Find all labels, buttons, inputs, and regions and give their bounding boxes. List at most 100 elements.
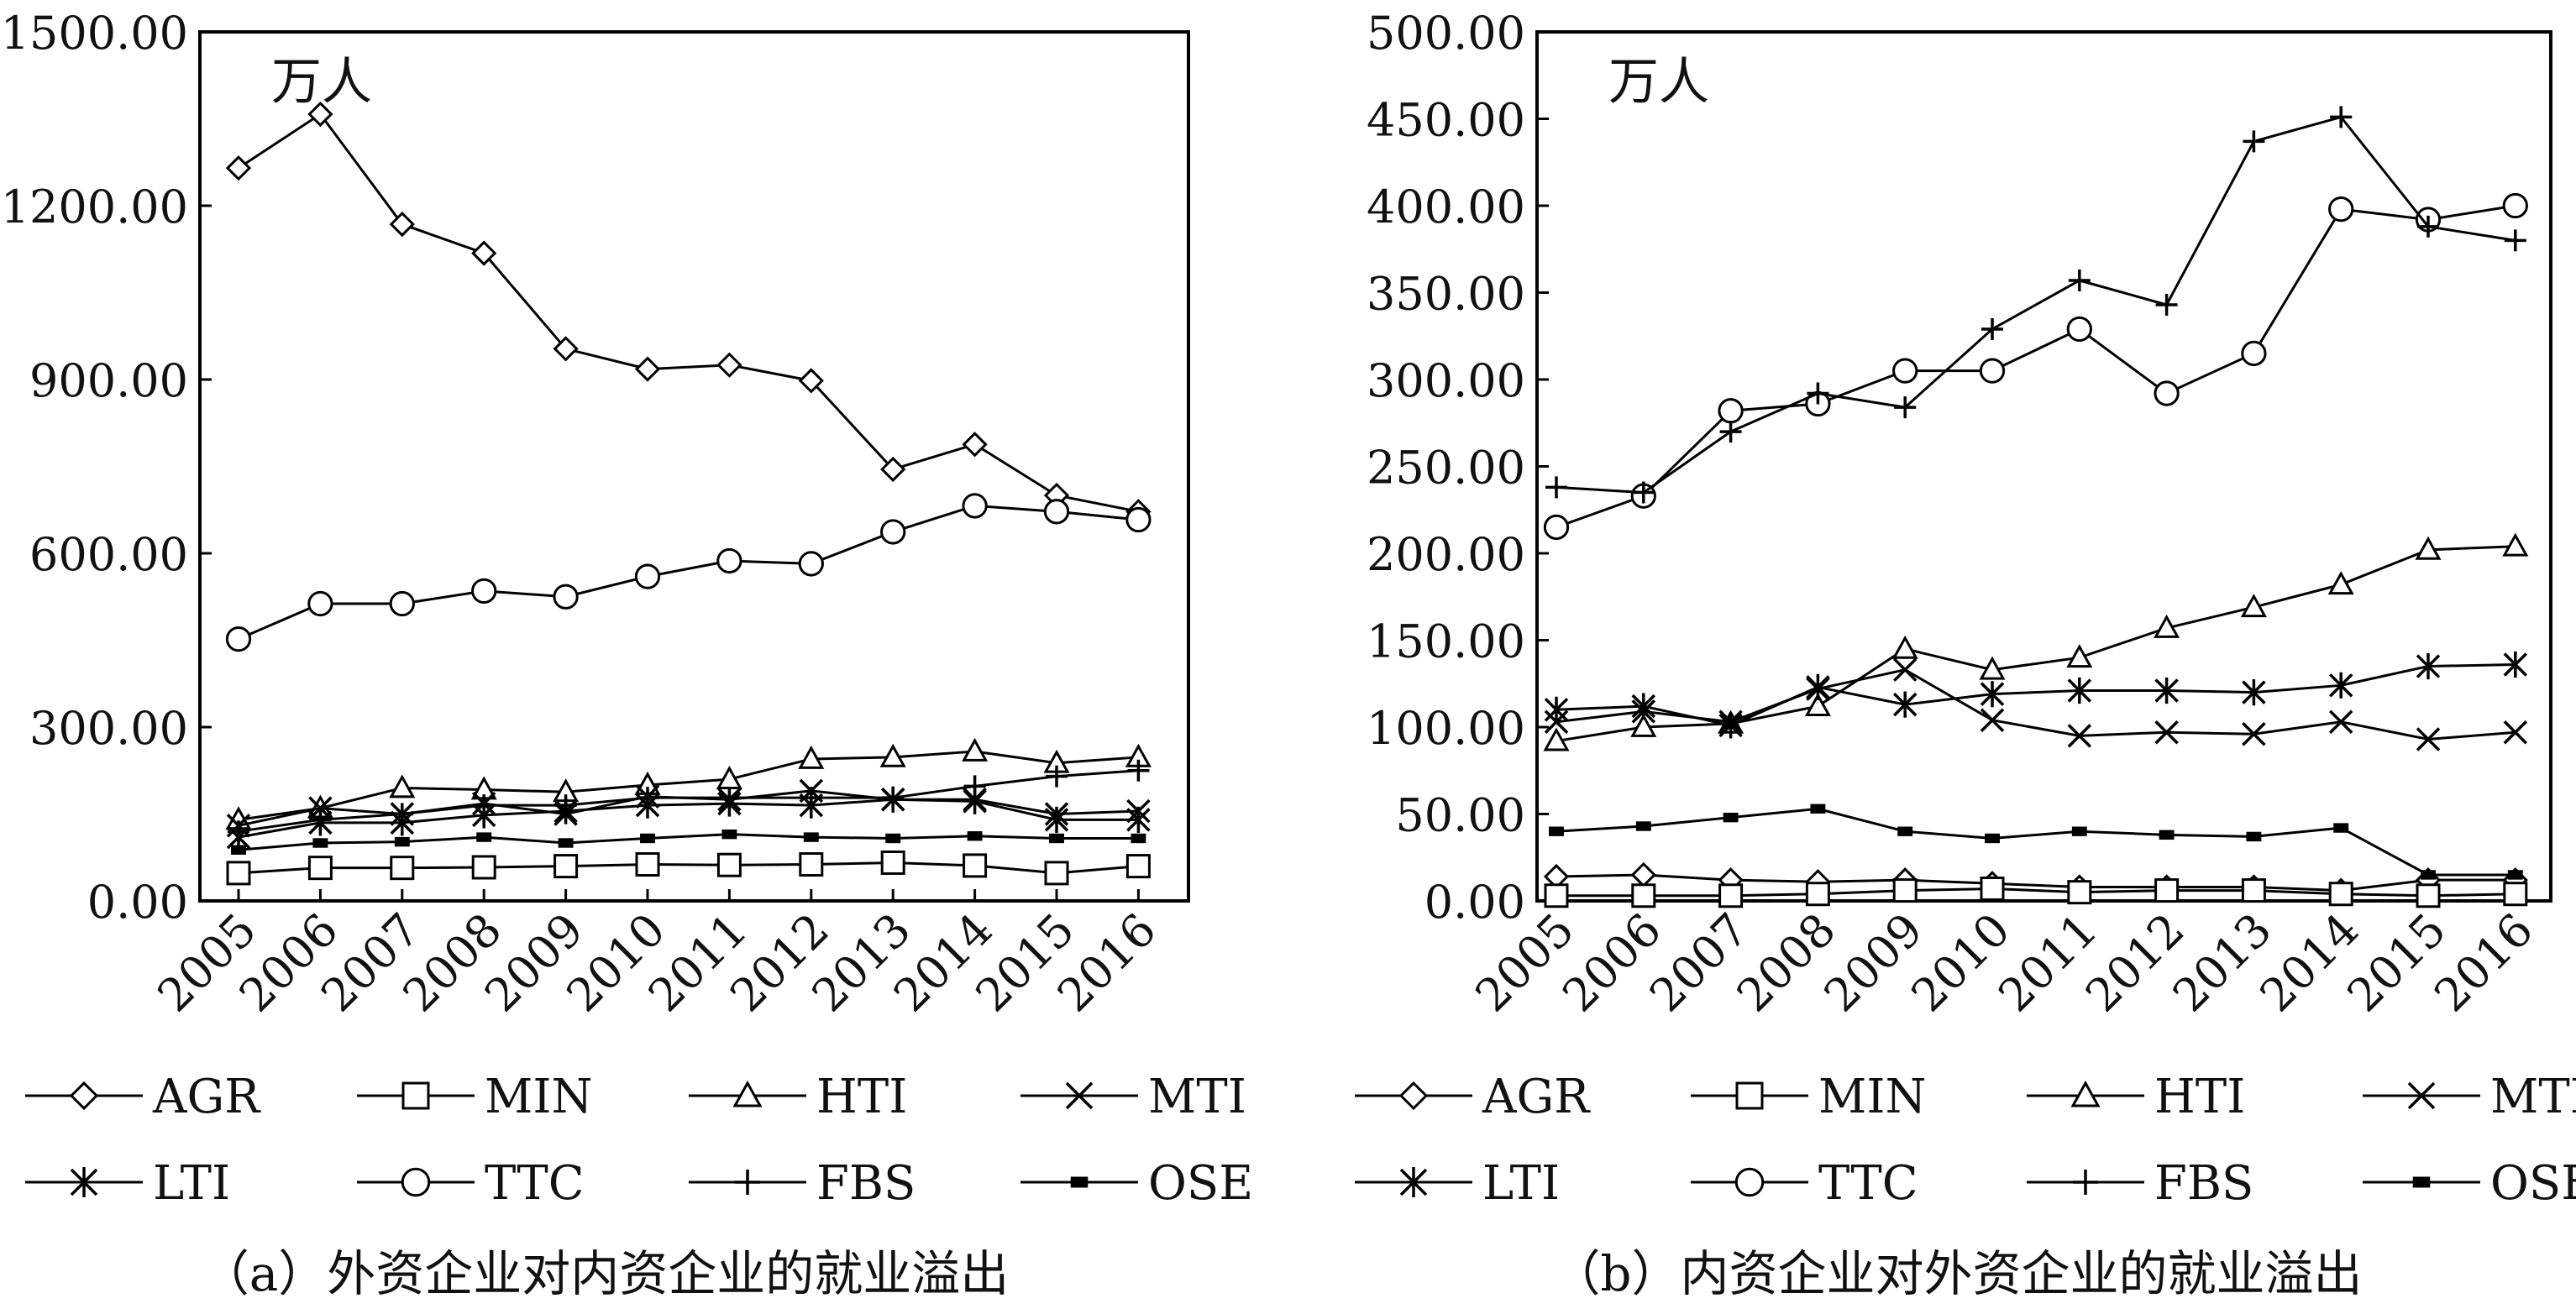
data-point [2242,722,2266,746]
data-point [1125,854,1151,879]
data-point [967,831,983,841]
data-point [882,787,905,809]
legend-item: HTI [2027,1070,2245,1124]
data-point [1806,673,1830,700]
x-tick-label: 2009 [1814,903,1933,1023]
data-point [1632,481,1655,504]
legend-item: AGR [25,1070,261,1124]
legend-marker [401,1081,430,1110]
series-line [1556,115,2516,495]
data-point [2154,878,2180,903]
data-point [225,155,252,181]
legend-label: OSE [2490,1156,2576,1211]
x-tick-label: 2013 [2163,903,2282,1023]
data-point [2503,882,2528,907]
data-point [2241,340,2267,367]
y-tick-label: 0.00 [1424,876,1525,929]
legend-label: MTI [2490,1070,2576,1124]
series-line [1556,807,2516,877]
plot-frame [198,30,1190,903]
legend-item: MTI [1020,1070,1246,1124]
legend-marker [1399,1167,1428,1197]
data-point [1635,821,1651,831]
data-point [471,240,497,266]
y-tick-label: 500.00 [1367,7,1525,60]
data-point [1543,514,1570,541]
x-tick-label: 2007 [1640,903,1759,1023]
data-point [2328,882,2353,907]
series-fbs [228,759,1150,843]
data-point [640,833,655,844]
legend-item: FBS [689,1156,916,1211]
y-tick-label: 200.00 [1367,528,1525,581]
data-point [2328,196,2354,222]
series-fbs [1545,106,2526,504]
legend-label: MIN [485,1070,592,1124]
data-point [1043,499,1070,525]
data-point [307,590,333,617]
data-point [1630,861,1656,888]
data-point [226,861,251,886]
legend-marker [1070,1176,1089,1188]
series-ttc [225,493,1152,652]
series-ttc [1543,192,2528,541]
data-point [1723,812,1739,823]
legend-item: OSE [2363,1156,2576,1211]
data-point [2503,720,2528,745]
data-point [558,838,574,848]
data-point [1631,693,1656,720]
data-point [471,578,497,604]
x-tick-label: 2010 [1901,903,2020,1023]
x-tick-label: 2012 [2075,903,2195,1023]
y-tick-label: 50.00 [1395,789,1525,842]
data-point [471,855,496,880]
data-point [1981,317,2003,340]
legend-marker [2407,1081,2436,1110]
data-point [553,584,579,610]
x-tick-label: 2016 [1047,903,1167,1023]
data-point [1125,506,1152,533]
data-point [391,803,413,825]
data-point [1804,693,1831,717]
legend-marker [1734,1167,1765,1197]
legend-label: HTI [2154,1070,2245,1124]
data-point [2159,830,2175,840]
caption: （a）外资企业对内资企业的就业溢出 [201,1245,1010,1302]
data-point [1126,806,1151,833]
legend-item: MIN [1691,1070,1926,1124]
legend-label: AGR [1482,1070,1591,1124]
x-tick-label: 2011 [1988,903,2107,1023]
series-line [1556,887,2516,898]
series-lti [1544,651,2528,739]
y-tick-label: 0.00 [87,876,188,929]
data-point [2241,878,2266,903]
legend-label: FBS [2154,1156,2253,1211]
data-point [1719,421,1742,443]
data-point [803,832,819,842]
series-line [238,504,1139,641]
legend-label: AGR [152,1070,261,1124]
panel-b: 0.00 50.00 100.00 150.00 200.00 250.00 300.00 3… [1355,7,2576,1302]
series-min [1544,877,2528,908]
data-point [2067,880,2092,905]
legend-item: LTI [25,1156,230,1211]
legend-marker [1065,1081,1094,1110]
data-point [1044,806,1069,833]
data-point [635,852,660,877]
data-point [2066,316,2092,343]
y-tick-label: 350.00 [1367,268,1525,321]
data-point [2068,270,2091,292]
legend-label: TTC [1818,1156,1918,1211]
data-point [2243,130,2265,153]
series-ose [1549,804,2523,880]
data-point [716,547,742,574]
data-point [1805,882,1830,907]
legend-item: AGR [1355,1070,1591,1124]
data-point [2071,826,2087,836]
data-point [962,737,989,762]
series-line [238,769,1139,833]
data-point [312,838,328,848]
legend-marker [2073,1170,2098,1195]
series-mti [1544,657,2528,751]
